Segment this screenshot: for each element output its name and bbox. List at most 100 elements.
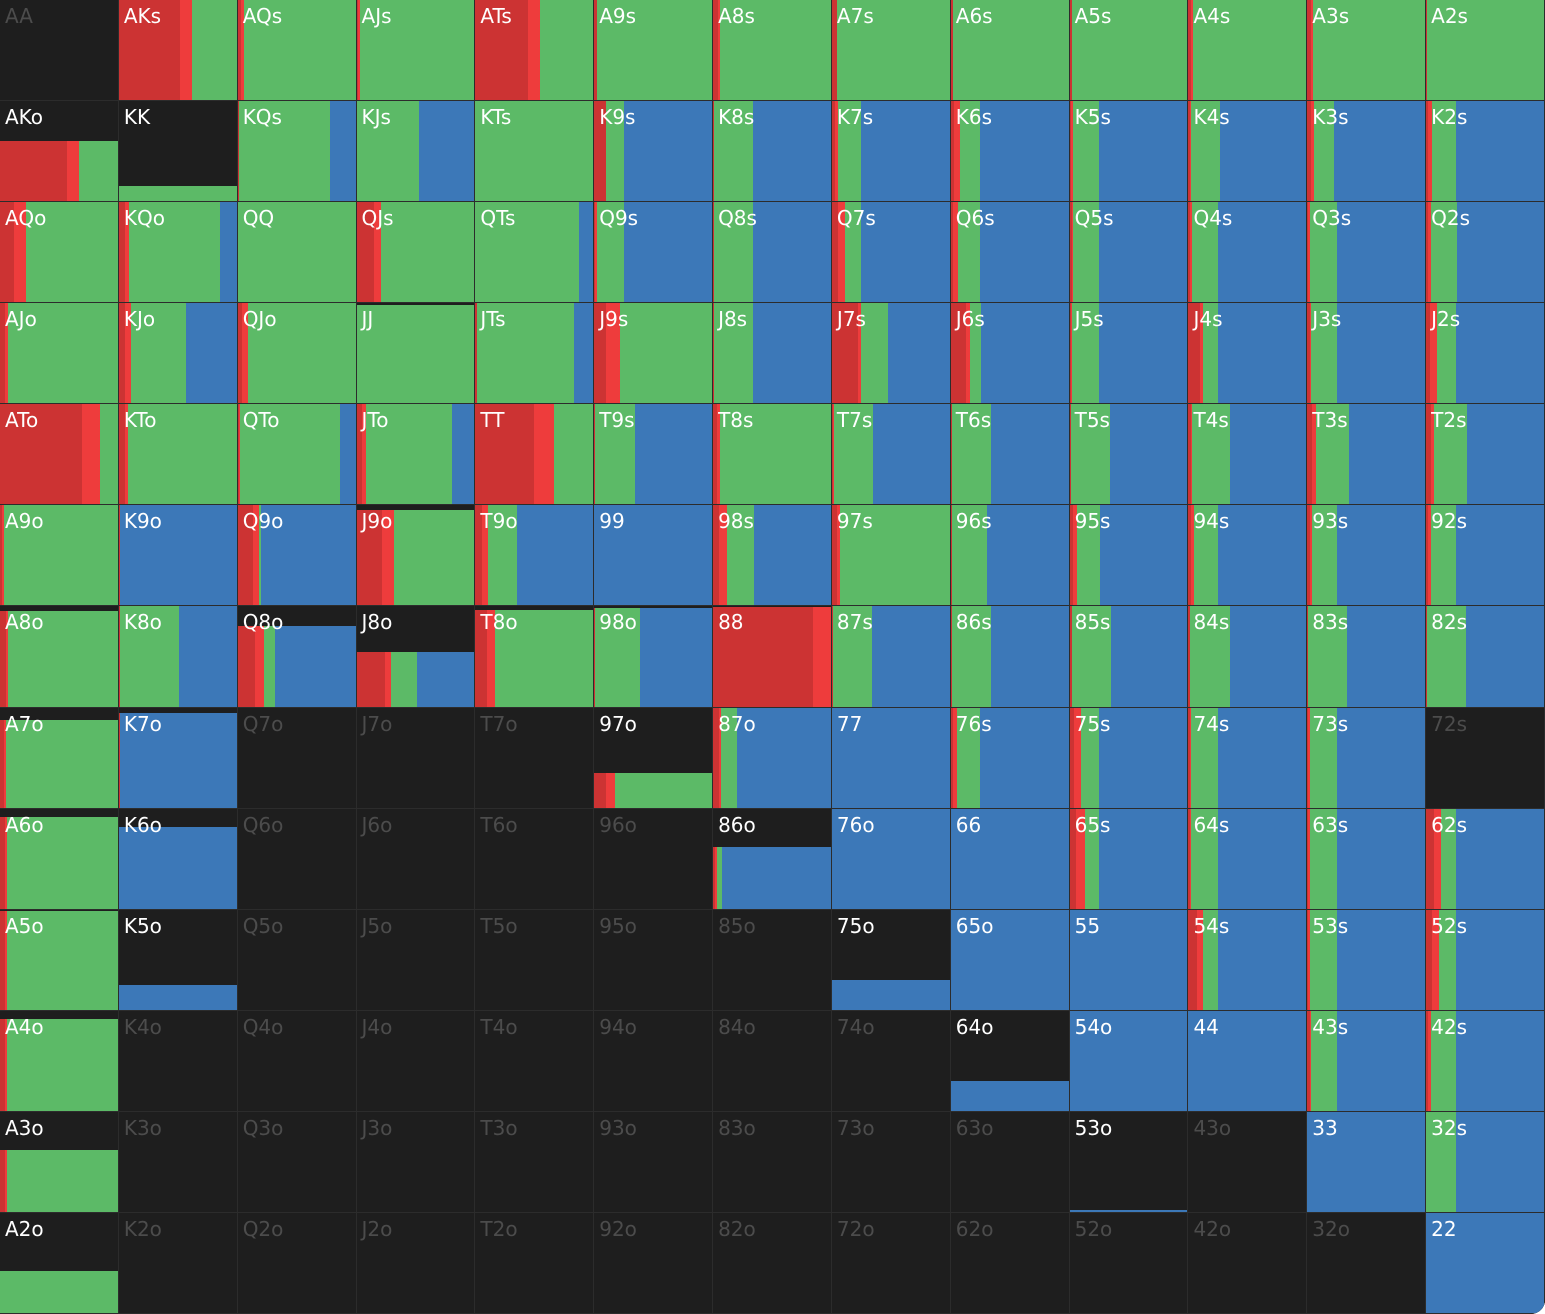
hand-cell-q6o[interactable]: Q6o xyxy=(237,808,357,910)
hand-cell-kqs[interactable]: KQs xyxy=(237,101,357,203)
hand-cell-ato[interactable]: ATo xyxy=(0,404,119,506)
hand-cell-k8s[interactable]: K8s xyxy=(713,101,832,203)
hand-cell-95o[interactable]: 95o xyxy=(594,909,714,1011)
hand-cell-q4s[interactable]: Q4s xyxy=(1188,202,1308,304)
hand-cell-k4s[interactable]: K4s xyxy=(1188,101,1308,203)
hand-cell-a4o[interactable]: A4o xyxy=(0,1010,119,1112)
hand-cell-64o[interactable]: 64o xyxy=(950,1010,1070,1112)
hand-cell-85o[interactable]: 85o xyxy=(713,909,832,1011)
hand-cell-99[interactable]: 99 xyxy=(594,505,714,607)
hand-cell-q4o[interactable]: Q4o xyxy=(237,1010,357,1112)
hand-cell-kk[interactable]: KK xyxy=(118,101,238,203)
hand-cell-q3o[interactable]: Q3o xyxy=(237,1111,357,1213)
hand-cell-76s[interactable]: 76s xyxy=(950,707,1070,809)
hand-cell-a9o[interactable]: A9o xyxy=(0,505,119,607)
hand-cell-t9o[interactable]: T9o xyxy=(475,505,595,607)
hand-cell-ats[interactable]: ATs xyxy=(475,0,595,102)
hand-cell-94s[interactable]: 94s xyxy=(1188,505,1308,607)
hand-cell-96o[interactable]: 96o xyxy=(594,808,714,910)
hand-cell-a7o[interactable]: A7o xyxy=(0,707,119,809)
hand-cell-q7s[interactable]: Q7s xyxy=(831,202,951,304)
hand-cell-k7s[interactable]: K7s xyxy=(831,101,951,203)
hand-cell-65o[interactable]: 65o xyxy=(950,909,1070,1011)
hand-cell-t6o[interactable]: T6o xyxy=(475,808,595,910)
hand-cell-63s[interactable]: 63s xyxy=(1307,808,1427,910)
hand-cell-44[interactable]: 44 xyxy=(1188,1010,1308,1112)
hand-cell-q2s[interactable]: Q2s xyxy=(1426,202,1545,304)
hand-cell-jts[interactable]: JTs xyxy=(475,303,595,405)
hand-cell-ajo[interactable]: AJo xyxy=(0,303,119,405)
hand-cell-a2s[interactable]: A2s xyxy=(1426,0,1545,102)
hand-cell-92o[interactable]: 92o xyxy=(594,1212,714,1314)
hand-cell-98s[interactable]: 98s xyxy=(713,505,832,607)
hand-cell-k9s[interactable]: K9s xyxy=(594,101,714,203)
hand-cell-43s[interactable]: 43s xyxy=(1307,1010,1427,1112)
hand-cell-86o[interactable]: 86o xyxy=(713,808,832,910)
hand-cell-t8s[interactable]: T8s xyxy=(713,404,832,506)
hand-cell-kqo[interactable]: KQo xyxy=(118,202,238,304)
hand-cell-a3o[interactable]: A3o xyxy=(0,1111,119,1213)
hand-cell-42s[interactable]: 42s xyxy=(1426,1010,1545,1112)
hand-cell-kjo[interactable]: KJo xyxy=(118,303,238,405)
hand-cell-j4s[interactable]: J4s xyxy=(1188,303,1308,405)
hand-cell-a3s[interactable]: A3s xyxy=(1307,0,1427,102)
hand-cell-a2o[interactable]: A2o xyxy=(0,1212,119,1314)
hand-cell-j2o[interactable]: J2o xyxy=(356,1212,476,1314)
hand-cell-85s[interactable]: 85s xyxy=(1069,606,1189,708)
hand-cell-k3s[interactable]: K3s xyxy=(1307,101,1427,203)
hand-cell-jto[interactable]: JTo xyxy=(356,404,476,506)
hand-cell-qjs[interactable]: QJs xyxy=(356,202,476,304)
hand-cell-qq[interactable]: QQ xyxy=(237,202,357,304)
hand-cell-77[interactable]: 77 xyxy=(831,707,951,809)
hand-cell-a9s[interactable]: A9s xyxy=(594,0,714,102)
hand-cell-t8o[interactable]: T8o xyxy=(475,606,595,708)
hand-cell-83o[interactable]: 83o xyxy=(713,1111,832,1213)
hand-cell-j4o[interactable]: J4o xyxy=(356,1010,476,1112)
hand-cell-k6s[interactable]: K6s xyxy=(950,101,1070,203)
hand-cell-a7s[interactable]: A7s xyxy=(831,0,951,102)
hand-cell-q5o[interactable]: Q5o xyxy=(237,909,357,1011)
hand-cell-t7o[interactable]: T7o xyxy=(475,707,595,809)
hand-cell-94o[interactable]: 94o xyxy=(594,1010,714,1112)
hand-cell-q9s[interactable]: Q9s xyxy=(594,202,714,304)
hand-cell-a4s[interactable]: A4s xyxy=(1188,0,1308,102)
hand-cell-53o[interactable]: 53o xyxy=(1069,1111,1189,1213)
hand-cell-76o[interactable]: 76o xyxy=(831,808,951,910)
hand-cell-32s[interactable]: 32s xyxy=(1426,1111,1545,1213)
hand-cell-q7o[interactable]: Q7o xyxy=(237,707,357,809)
hand-cell-aa[interactable]: AA xyxy=(0,0,119,102)
hand-cell-62o[interactable]: 62o xyxy=(950,1212,1070,1314)
hand-cell-k8o[interactable]: K8o xyxy=(118,606,238,708)
hand-cell-74s[interactable]: 74s xyxy=(1188,707,1308,809)
hand-cell-62s[interactable]: 62s xyxy=(1426,808,1545,910)
hand-cell-j3o[interactable]: J3o xyxy=(356,1111,476,1213)
hand-cell-qto[interactable]: QTo xyxy=(237,404,357,506)
hand-cell-q2o[interactable]: Q2o xyxy=(237,1212,357,1314)
hand-cell-ajs[interactable]: AJs xyxy=(356,0,476,102)
hand-cell-98o[interactable]: 98o xyxy=(594,606,714,708)
hand-cell-22[interactable]: 22 xyxy=(1426,1212,1545,1314)
hand-cell-75o[interactable]: 75o xyxy=(831,909,951,1011)
hand-cell-t3s[interactable]: T3s xyxy=(1307,404,1427,506)
hand-cell-jj[interactable]: JJ xyxy=(356,303,476,405)
hand-cell-q8o[interactable]: Q8o xyxy=(237,606,357,708)
hand-cell-54o[interactable]: 54o xyxy=(1069,1010,1189,1112)
hand-cell-k7o[interactable]: K7o xyxy=(118,707,238,809)
hand-cell-kto[interactable]: KTo xyxy=(118,404,238,506)
hand-cell-aqs[interactable]: AQs xyxy=(237,0,357,102)
hand-cell-j6o[interactable]: J6o xyxy=(356,808,476,910)
hand-cell-t4o[interactable]: T4o xyxy=(475,1010,595,1112)
hand-cell-97s[interactable]: 97s xyxy=(831,505,951,607)
hand-cell-kjs[interactable]: KJs xyxy=(356,101,476,203)
hand-cell-72o[interactable]: 72o xyxy=(831,1212,951,1314)
hand-cell-tt[interactable]: TT xyxy=(475,404,595,506)
hand-cell-95s[interactable]: 95s xyxy=(1069,505,1189,607)
hand-cell-k3o[interactable]: K3o xyxy=(118,1111,238,1213)
hand-cell-a5o[interactable]: A5o xyxy=(0,909,119,1011)
hand-cell-42o[interactable]: 42o xyxy=(1188,1212,1308,1314)
hand-cell-t4s[interactable]: T4s xyxy=(1188,404,1308,506)
hand-cell-j9o[interactable]: J9o xyxy=(356,505,476,607)
hand-cell-k5o[interactable]: K5o xyxy=(118,909,238,1011)
hand-cell-65s[interactable]: 65s xyxy=(1069,808,1189,910)
hand-cell-k2s[interactable]: K2s xyxy=(1426,101,1545,203)
